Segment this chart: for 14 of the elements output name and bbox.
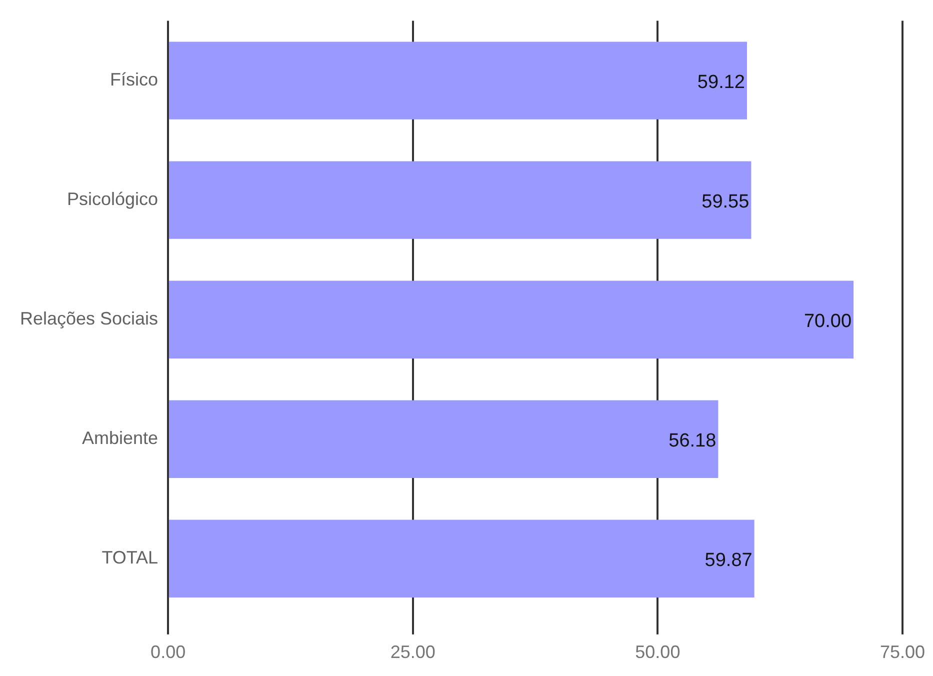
data-label: 56.18: [668, 430, 716, 452]
data-label: 59.87: [704, 550, 752, 571]
data-label: 70.00: [804, 310, 852, 332]
x-tick-label: 75.00: [880, 642, 925, 662]
x-tick-label: 50.00: [635, 642, 680, 662]
y-tick-label: TOTAL: [102, 548, 158, 568]
y-tick-label: Psicológico: [67, 189, 158, 210]
y-tick-label: Relações Sociais: [20, 308, 158, 329]
x-tick-label: 0.00: [150, 642, 186, 662]
x-tick-label: 25.00: [390, 642, 436, 662]
y-tick-label: Ambiente: [82, 428, 158, 448]
data-label: 59.55: [702, 191, 750, 212]
y-tick-label: Físico: [110, 70, 158, 90]
data-label: 59.12: [697, 72, 745, 93]
